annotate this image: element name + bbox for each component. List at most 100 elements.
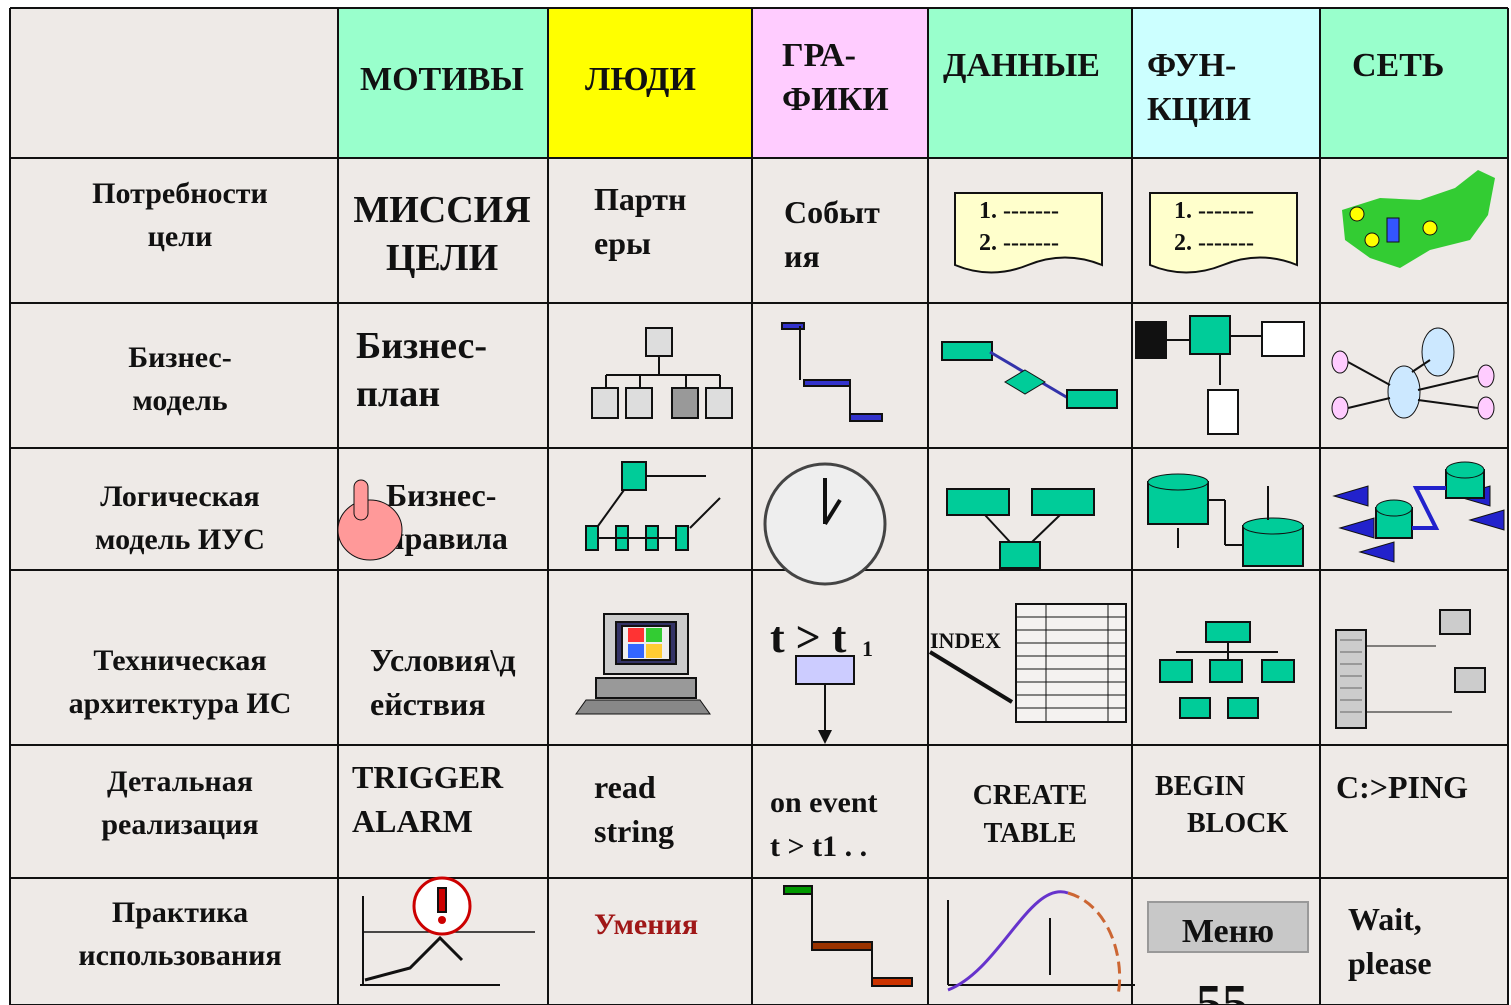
shape [1261,659,1295,683]
header-cell [1132,8,1320,158]
cell-text: TABLE [984,818,1077,849]
node [1477,364,1495,388]
cell-text: TRIGGER [352,759,504,795]
wedge [1338,517,1375,539]
connector [984,514,1011,543]
hand-finger [353,479,369,521]
cell-text: Умения [594,908,698,941]
header-cell [752,8,928,158]
cylinder-top [1445,461,1485,479]
cell-text: ействия [370,686,486,722]
list-item: 2. ------- [979,230,1059,256]
shape [849,413,883,422]
shape [1335,629,1367,729]
cell-text: CREATE [973,780,1088,811]
row-label: модель ИУС [95,523,265,556]
shape [591,387,619,419]
cell-text: ЦЕЛИ [386,237,498,279]
cell-text: план [356,373,440,415]
cell-text: ALARM [352,803,473,839]
map-dot [1364,232,1380,248]
row-label: реализация [101,808,258,841]
shape [671,387,699,419]
cell-text: BEGIN [1155,771,1245,802]
row-label: использования [78,939,281,972]
cell-text: еры [594,225,651,261]
node [1421,327,1455,377]
column-header: МОТИВЫ [360,61,524,98]
connector [1417,399,1479,409]
curve [947,890,1069,992]
flag [1386,217,1400,243]
cell-text: string [594,813,674,849]
cylinder-top [1147,473,1209,491]
shape [795,655,855,685]
shape [1135,321,1167,359]
logo [646,628,662,642]
logo [628,628,644,642]
shape [1015,603,1127,723]
icon-text: 1 [862,636,873,661]
map-icon [1342,170,1495,268]
list-item: 1. ------- [979,198,1059,224]
curve-dashed [1067,891,1122,996]
row-label: Потребности [92,177,268,210]
cell-text: ия [784,238,820,274]
logo [646,644,662,658]
shape [803,379,851,387]
column-header: СЕТЬ [1352,47,1444,84]
note-icon [1149,192,1298,274]
map-dot [1349,206,1365,222]
trend [364,935,464,982]
cell-text: BLOCK [1187,808,1288,839]
alert-dot [438,916,446,924]
shape [1179,697,1211,719]
header-cell [548,8,752,158]
shape [705,387,733,419]
connector [1347,361,1391,386]
shape [1454,667,1486,693]
page-number: 55 [1196,975,1248,1005]
menu-button [1147,901,1309,953]
cell-text: МИССИЯ [353,189,530,231]
connector [1411,359,1431,373]
cell-text: правила [386,520,508,556]
cell-text: Бизнес- [386,477,496,513]
node [1387,365,1421,419]
cell-text: C:>PING [1336,769,1468,805]
shape [811,941,873,951]
row-label: Детальная [107,765,253,798]
shape [783,885,813,895]
diamond [1004,369,1046,395]
logo [628,644,644,658]
arrowhead [818,730,832,744]
shape [437,887,447,913]
node [1331,396,1349,420]
shape [941,341,993,361]
cylinder-top [1375,499,1413,517]
column-header: ГРА- [782,37,856,74]
cell-text: Условия\д [370,642,516,678]
list-item: 1. ------- [1174,198,1254,224]
cell-text: Событ [784,194,880,230]
shape [1189,315,1231,355]
row-label: архитектура ИС [69,687,292,720]
shape [946,488,1010,516]
connector [823,498,842,526]
connector [1417,375,1479,391]
wedge [1468,509,1505,531]
hand-icon [337,499,403,561]
header-cell [928,8,1132,158]
shape [1066,389,1118,409]
icon-text: t > t [770,613,847,662]
header-cell [338,8,548,158]
column-header: КЦИИ [1147,91,1251,128]
column-header: ЛЮДИ [585,61,696,98]
column-header: ФИКИ [782,81,889,118]
column-header: ФУН- [1147,47,1236,84]
shape [625,387,653,419]
cell-text: t > t1 . . [770,830,867,863]
icon-text: INDEX [930,628,1001,653]
connector [928,650,1014,704]
